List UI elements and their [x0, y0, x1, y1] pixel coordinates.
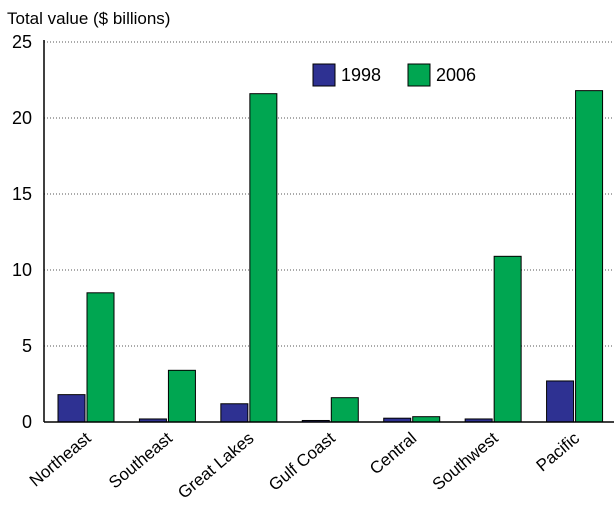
- y-axis-label: Total value ($ billions): [7, 9, 170, 28]
- y-ticks: 0 5 10 15 20 25: [12, 32, 32, 432]
- y-tick-label: 15: [12, 184, 32, 204]
- bar-1998: [220, 403, 249, 423]
- y-tick-label: 0: [22, 412, 32, 432]
- legend-item: 1998: [312, 63, 381, 87]
- x-tick-label: Southwest: [429, 428, 502, 494]
- x-tick-label: Northeast: [26, 428, 95, 490]
- legend-label: 2006: [436, 65, 476, 85]
- bar-2006: [167, 369, 196, 423]
- legend-label: 1998: [341, 65, 381, 85]
- x-tick-label: Pacific: [533, 428, 584, 475]
- bar-1998: [57, 394, 86, 423]
- legend-swatch: [407, 63, 431, 87]
- y-tick-label: 5: [22, 336, 32, 356]
- gridlines: [44, 41, 614, 347]
- bar-2006: [493, 255, 522, 423]
- bar-2006: [249, 93, 278, 423]
- y-tick-label: 10: [12, 260, 32, 280]
- x-tick-label: Gulf Coast: [265, 428, 339, 494]
- bar-2006: [575, 90, 604, 423]
- bars: [57, 90, 604, 423]
- y-tick-label: 25: [12, 32, 32, 52]
- x-tick-label: Central: [366, 429, 420, 479]
- bar-2006: [412, 416, 441, 423]
- bar-2006: [86, 292, 115, 423]
- legend: 1998 2006: [312, 63, 476, 87]
- axes: [43, 40, 614, 423]
- legend-item: 2006: [407, 63, 476, 87]
- y-tick-label: 20: [12, 108, 32, 128]
- bar-2006: [330, 397, 359, 423]
- x-tick-label: Southeast: [105, 428, 176, 492]
- legend-swatch: [312, 63, 336, 87]
- bar-1998: [546, 380, 575, 423]
- x-tick-label: Great Lakes: [174, 429, 257, 503]
